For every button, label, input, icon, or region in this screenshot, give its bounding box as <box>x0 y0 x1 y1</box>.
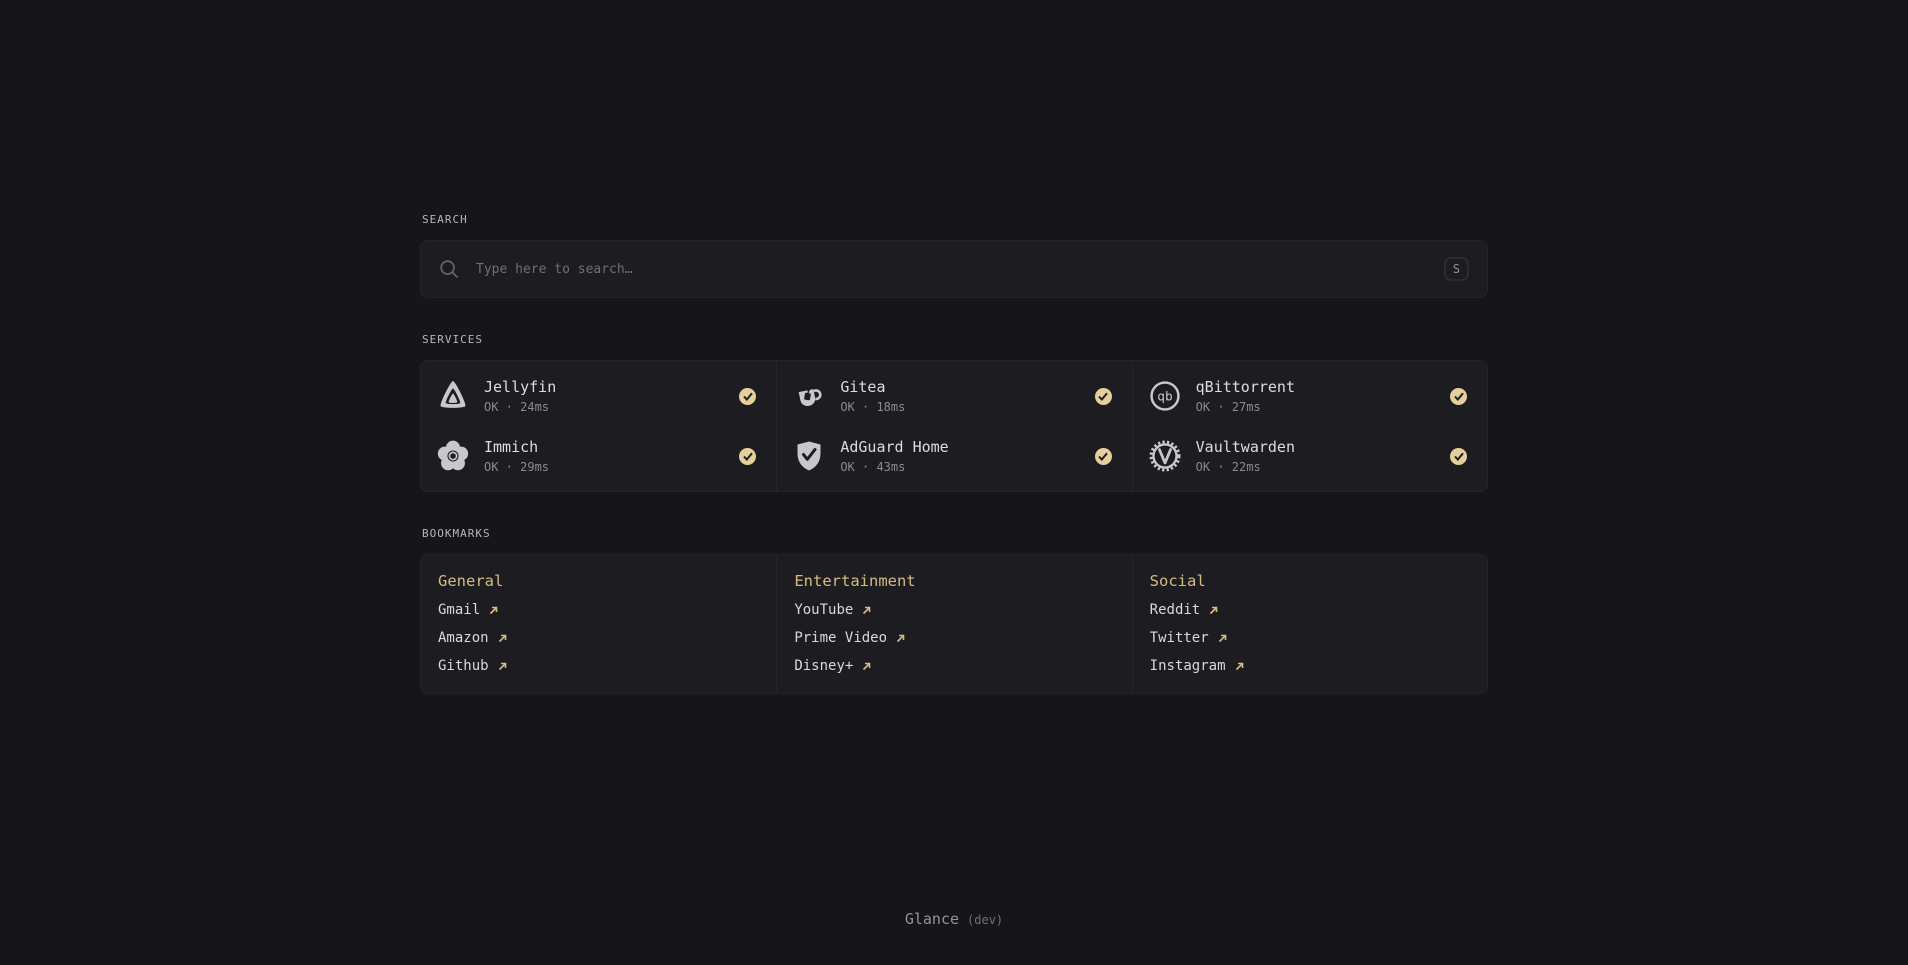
check-icon <box>1098 392 1108 401</box>
bookmark-group-title: Social <box>1149 572 1206 590</box>
bookmark-link-github[interactable]: Github <box>438 658 766 675</box>
bookmark-link-twitter[interactable]: Twitter <box>1150 630 1477 647</box>
bookmark-link-gmail[interactable]: Gmail <box>438 602 766 619</box>
bookmarks-widget-header: BOOKMARKS <box>422 527 491 540</box>
service-status: OK · 27ms <box>1195 399 1261 414</box>
service-item-vaultwarden[interactable]: Vaultwarden OK · 22ms <box>1133 426 1487 486</box>
external-link-arrow-icon <box>863 662 871 671</box>
app-name: Glance <box>904 910 960 928</box>
services-column-2: Gitea OK · 18ms AdGuard <box>776 361 1131 491</box>
check-icon <box>1098 452 1108 461</box>
status-ok-badge <box>1094 447 1112 465</box>
status-ok-badge <box>1094 387 1112 405</box>
service-status: OK · 29ms <box>484 459 550 474</box>
bookmark-link-prime-video[interactable]: Prime Video <box>794 630 1121 647</box>
jellyfin-icon <box>437 380 469 412</box>
search-widget: SEARCH S <box>420 213 1488 298</box>
services-card: Jellyfin OK · 24ms <box>420 360 1488 492</box>
bookmark-label: Disney+ <box>794 658 854 674</box>
service-text: Vaultwarden OK · 22ms <box>1196 438 1295 475</box>
search-widget-header: SEARCH <box>422 213 468 226</box>
search-input[interactable] <box>476 261 1444 277</box>
gitea-icon <box>793 380 825 412</box>
bookmark-group-general: General Gmail Amazon Github <box>421 555 776 693</box>
external-link-arrow-icon <box>1218 634 1226 643</box>
service-text: Jellyfin OK · 24ms <box>484 378 556 415</box>
services-column-3: qb qBittorrent OK · 27ms <box>1131 361 1487 491</box>
external-link-arrow-icon <box>863 606 871 615</box>
bookmark-link-reddit[interactable]: Reddit <box>1150 602 1477 619</box>
glance-footer-link[interactable]: Glance <box>905 909 959 928</box>
bookmark-group-title: General <box>438 572 504 590</box>
bookmarks-card: General Gmail Amazon Github Entertainmen… <box>420 554 1488 694</box>
check-icon <box>1453 392 1464 401</box>
external-link-arrow-icon <box>1210 606 1218 615</box>
bookmark-group-title: Entertainment <box>794 572 916 590</box>
services-widget-header: SERVICES <box>422 333 483 346</box>
vaultwarden-icon <box>1149 440 1181 472</box>
service-name: Immich <box>484 437 539 456</box>
service-status: OK · 22ms <box>1195 459 1261 474</box>
service-name: AdGuard Home <box>840 437 949 456</box>
bookmark-link-instagram[interactable]: Instagram <box>1150 658 1477 675</box>
service-text: AdGuard Home OK · 43ms <box>840 438 948 475</box>
status-ok-badge <box>1450 447 1467 465</box>
bookmark-label: YouTube <box>794 602 854 618</box>
status-ok-badge <box>739 387 757 405</box>
bookmark-label: Amazon <box>438 630 489 646</box>
service-text: Immich OK · 29ms <box>484 438 549 475</box>
service-status: OK · 24ms <box>484 399 550 414</box>
search-shortcut-hint: S <box>1443 257 1469 281</box>
bookmark-group-entertainment: Entertainment YouTube Prime Video Disney… <box>776 555 1131 693</box>
check-icon <box>743 452 753 461</box>
bookmark-link-disney-plus[interactable]: Disney+ <box>794 658 1121 675</box>
search-icon <box>439 259 459 279</box>
service-item-jellyfin[interactable]: Jellyfin OK · 24ms <box>421 366 776 426</box>
bookmark-label: Gmail <box>438 602 481 618</box>
check-icon <box>1453 452 1464 461</box>
bookmark-label: Prime Video <box>794 630 888 646</box>
bookmark-label: Twitter <box>1149 630 1209 646</box>
service-name: Gitea <box>840 377 886 396</box>
bookmark-label: Reddit <box>1149 602 1201 618</box>
bookmark-link-amazon[interactable]: Amazon <box>438 630 766 647</box>
status-ok-badge <box>1450 387 1467 405</box>
service-item-qbittorrent[interactable]: qb qBittorrent OK · 27ms <box>1133 366 1487 426</box>
adguard-shield-icon <box>793 440 825 472</box>
services-column-1: Jellyfin OK · 24ms <box>421 361 776 491</box>
service-name: Vaultwarden <box>1195 437 1295 456</box>
bookmark-group-social: Social Reddit Twitter Instagram <box>1131 555 1487 693</box>
external-link-arrow-icon <box>1235 662 1243 671</box>
service-name: Jellyfin <box>484 377 557 396</box>
services-widget: SERVICES Jellyfin OK · 24ms <box>420 333 1488 492</box>
service-status: OK · 18ms <box>840 399 906 414</box>
immich-icon <box>437 440 469 472</box>
service-item-adguard-home[interactable]: AdGuard Home OK · 43ms <box>777 426 1131 486</box>
bookmarks-widget: BOOKMARKS General Gmail Amazon Github E <box>420 527 1488 694</box>
service-item-immich[interactable]: Immich OK · 29ms <box>421 426 776 486</box>
check-icon <box>743 392 753 401</box>
qbittorrent-icon: qb <box>1149 380 1181 412</box>
version-label: (dev) <box>967 913 1004 927</box>
bookmark-label: Instagram <box>1149 658 1226 674</box>
bookmark-label: Github <box>438 658 489 674</box>
page-footer: Glance (dev) <box>420 909 1488 928</box>
search-bar: S <box>420 240 1488 298</box>
service-name: qBittorrent <box>1195 377 1295 396</box>
external-link-arrow-icon <box>490 606 498 615</box>
service-text: Gitea OK · 18ms <box>840 378 905 415</box>
service-item-gitea[interactable]: Gitea OK · 18ms <box>777 366 1131 426</box>
external-link-arrow-icon <box>498 662 506 671</box>
service-text: qBittorrent OK · 27ms <box>1196 378 1295 415</box>
external-link-arrow-icon <box>896 634 905 643</box>
service-status: OK · 43ms <box>840 459 906 474</box>
bookmark-link-youtube[interactable]: YouTube <box>794 602 1121 619</box>
external-link-arrow-icon <box>498 634 506 643</box>
status-ok-badge <box>739 447 757 465</box>
dashboard-page: SEARCH S SERVICES <box>420 0 1488 928</box>
svg-text:qb: qb <box>1157 390 1172 405</box>
